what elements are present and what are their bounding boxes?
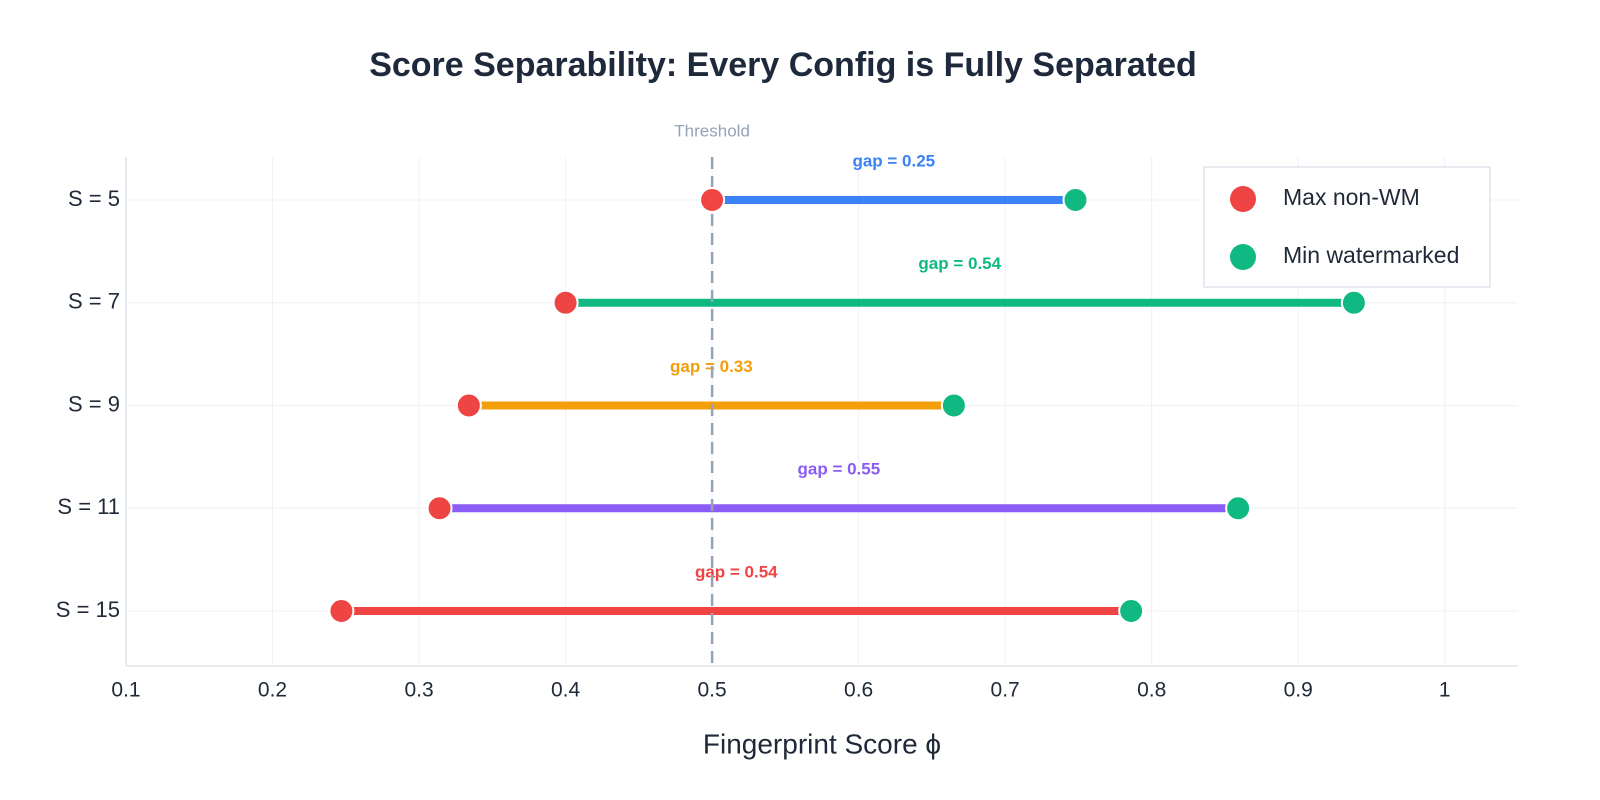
legend-label: Max non-WM: [1283, 184, 1420, 210]
y-tick-label: S = 11: [57, 494, 120, 519]
x-axis-label: Fingerprint Score ϕ: [703, 728, 941, 759]
chart-title: Score Separability: Every Config is Full…: [369, 46, 1197, 84]
point: [455, 392, 482, 419]
gap-label: gap = 0.54: [918, 254, 1001, 273]
point: [328, 598, 355, 624]
x-tick-label: 0.9: [1284, 679, 1313, 702]
point: [552, 289, 579, 316]
y-tick-label: S = 15: [56, 597, 120, 622]
legend-label: Min watermarked: [1283, 242, 1459, 268]
x-tick-label: 0.4: [551, 679, 581, 702]
gap-label: gap = 0.54: [695, 562, 778, 581]
x-tick-label: 1: [1439, 679, 1451, 702]
legend-box: [1203, 166, 1491, 288]
point: [699, 187, 726, 213]
point: [940, 392, 967, 419]
x-tick-label: 0.5: [698, 679, 727, 702]
y-tick-label: S = 7: [68, 289, 120, 314]
x-tick-label: 0.6: [844, 679, 873, 702]
x-tick-label: 0.8: [1137, 679, 1166, 702]
gap-label: gap = 0.55: [798, 460, 881, 479]
point: [1062, 187, 1089, 213]
point: [1118, 598, 1145, 624]
x-tick-label: 0.1: [111, 679, 140, 702]
point: [1225, 495, 1252, 522]
x-tick-label: 0.7: [991, 679, 1020, 702]
x-tick-label: 0.3: [404, 679, 433, 702]
x-tick-label: 0.2: [258, 679, 287, 702]
point: [1340, 289, 1367, 316]
y-tick-label: S = 5: [68, 186, 120, 211]
gap-label: gap = 0.25: [852, 151, 935, 170]
point: [426, 495, 453, 522]
y-tick-label: S = 9: [68, 391, 120, 416]
legend-marker: [1230, 244, 1256, 270]
legend-marker: [1230, 186, 1256, 212]
threshold-label: Threshold: [674, 121, 750, 140]
